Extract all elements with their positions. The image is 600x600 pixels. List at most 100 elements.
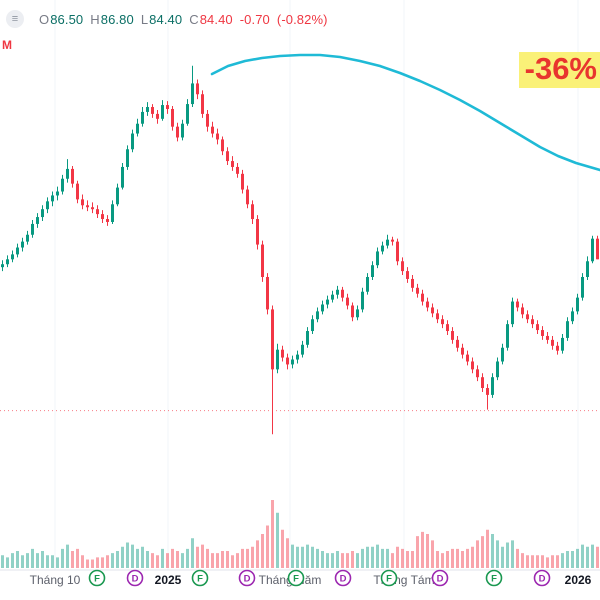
event-marker-f-icon[interactable] xyxy=(191,569,209,587)
time-axis-label[interactable]: Tháng 10 xyxy=(30,573,81,587)
volume-bar xyxy=(416,536,419,568)
candle-body xyxy=(186,104,189,124)
event-marker-d-icon[interactable] xyxy=(126,569,144,587)
volume-bar xyxy=(21,555,24,568)
change-value: -0.70 xyxy=(239,11,270,27)
candle-body xyxy=(6,259,9,265)
candle-body xyxy=(201,94,204,114)
candle-body xyxy=(276,349,279,370)
event-marker-f-icon[interactable] xyxy=(88,569,106,587)
candle-body xyxy=(456,339,459,348)
candle-body xyxy=(21,241,24,248)
volume-bar xyxy=(121,546,124,568)
candle-body xyxy=(66,168,69,179)
volume-bar xyxy=(141,546,144,568)
volume-bar xyxy=(436,551,439,568)
volume-bar xyxy=(261,534,264,568)
candle-body xyxy=(481,377,484,389)
volume-bar xyxy=(316,548,319,568)
volume-bar xyxy=(346,553,349,568)
candle-body xyxy=(76,183,79,200)
candle-body xyxy=(136,123,139,134)
candle-body xyxy=(246,189,249,205)
candle-body xyxy=(221,139,224,152)
menu-icon[interactable]: ≡ xyxy=(6,10,24,28)
volume-bar xyxy=(591,544,594,568)
volume-bar xyxy=(176,551,179,568)
candle-body xyxy=(546,335,549,340)
candle-body xyxy=(336,289,339,295)
candle-body xyxy=(16,247,19,255)
candle-body xyxy=(411,278,414,288)
low-value: 84.40 xyxy=(149,11,183,27)
volume-bar xyxy=(291,544,294,568)
volume-bar xyxy=(101,557,104,568)
event-marker-f-icon[interactable] xyxy=(287,569,305,587)
volume-bar xyxy=(201,544,204,568)
volume-bar xyxy=(481,536,484,568)
volume-bar xyxy=(521,553,524,568)
volume-bar xyxy=(411,551,414,568)
event-marker-d-icon[interactable] xyxy=(533,569,551,587)
event-marker-letter: F xyxy=(197,574,203,585)
event-marker-letter: D xyxy=(132,574,139,585)
volume-bar xyxy=(306,544,309,568)
candle-body xyxy=(501,347,504,362)
volume-bar xyxy=(446,551,449,568)
volume-bar xyxy=(66,544,69,568)
volume-bar xyxy=(506,542,509,568)
volume-bar xyxy=(211,553,214,568)
candle-body xyxy=(91,207,94,210)
candle-body xyxy=(211,126,214,134)
candle-body xyxy=(576,297,579,312)
volume-bar xyxy=(41,551,44,568)
volume-bar xyxy=(166,553,169,568)
time-axis-label[interactable]: 2025 xyxy=(155,573,182,587)
candle-body xyxy=(486,388,489,395)
candle-body xyxy=(521,307,524,315)
event-marker-f-icon[interactable] xyxy=(380,569,398,587)
volume-bar xyxy=(156,555,159,568)
event-marker-d-icon[interactable] xyxy=(334,569,352,587)
volume-bar xyxy=(381,548,384,568)
volume-bar xyxy=(461,551,464,568)
volume-bar xyxy=(181,553,184,568)
volume-bar xyxy=(231,555,234,568)
volume-bar xyxy=(536,555,539,568)
volume-bar xyxy=(256,540,259,568)
decline-annotation[interactable]: -36% xyxy=(518,52,600,88)
event-marker-letter: D xyxy=(437,574,444,585)
change-percent: (-0.82%) xyxy=(276,11,328,27)
candle-body xyxy=(461,347,464,355)
volume-bar xyxy=(276,512,279,568)
candle-body xyxy=(381,245,384,252)
volume-bar xyxy=(171,548,174,568)
volume-bar xyxy=(406,551,409,568)
event-marker-letter: D xyxy=(244,574,251,585)
candle-body xyxy=(471,361,474,370)
event-marker-f-icon[interactable] xyxy=(485,569,503,587)
candle-body xyxy=(151,107,154,114)
volume-bar xyxy=(11,553,14,568)
event-marker-d-icon[interactable] xyxy=(238,569,256,587)
candle-body xyxy=(326,299,329,305)
time-axis-label[interactable]: 2026 xyxy=(565,573,592,587)
trend-curve-drawing[interactable] xyxy=(210,53,600,172)
volume-bar xyxy=(426,534,429,568)
volume-bar xyxy=(386,548,389,568)
event-marker-d-icon[interactable] xyxy=(431,569,449,587)
candle-body xyxy=(376,251,379,266)
volume-bar xyxy=(456,548,459,568)
candle-body xyxy=(131,133,134,150)
volume-bar xyxy=(576,548,579,568)
candle-body xyxy=(226,151,229,162)
candle-body xyxy=(166,105,169,109)
volume-bar xyxy=(431,540,434,568)
volume-bar xyxy=(196,546,199,568)
candle-body xyxy=(561,337,564,351)
volume-bar xyxy=(221,551,224,568)
candle-body xyxy=(106,219,109,222)
